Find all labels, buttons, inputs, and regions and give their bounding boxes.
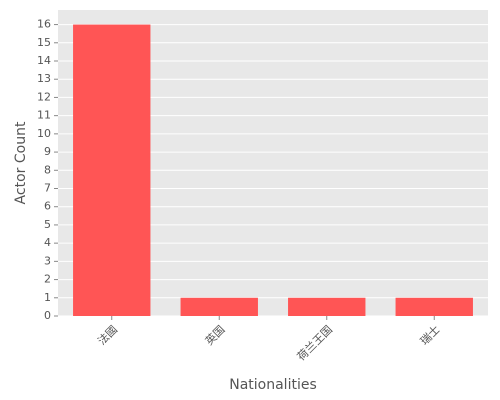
x-axis-title: Nationalities [229,377,317,393]
y-tick-label: 13 [37,72,51,85]
y-tick-label: 16 [37,18,51,31]
y-tick-label: 11 [37,109,51,122]
y-tick-label: 4 [44,236,51,249]
x-tick-label: 法國 [95,322,120,347]
y-tick-label: 3 [44,254,51,267]
y-tick-label: 6 [44,200,51,213]
y-tick-label: 1 [44,291,51,304]
y-tick-label: 8 [44,163,51,176]
bar [73,24,151,316]
bar [288,297,366,316]
x-tick-label: 英国 [202,322,227,347]
y-tick-label: 12 [37,90,51,103]
y-tick-label: 7 [44,182,51,195]
y-tick-label: 14 [37,54,51,67]
y-tick-label: 2 [44,273,51,286]
bar [180,297,258,316]
y-tick-label: 9 [44,145,51,158]
y-tick-label: 0 [44,309,51,322]
bar [395,297,473,316]
x-tick-label: 瑞士 [417,322,442,347]
x-tick-label: 荷兰王国 [295,323,335,363]
y-tick-label: 10 [37,127,51,140]
y-tick-label: 15 [37,36,51,49]
y-tick-label: 5 [44,218,51,231]
y-axis-title: Actor Count [13,121,29,204]
